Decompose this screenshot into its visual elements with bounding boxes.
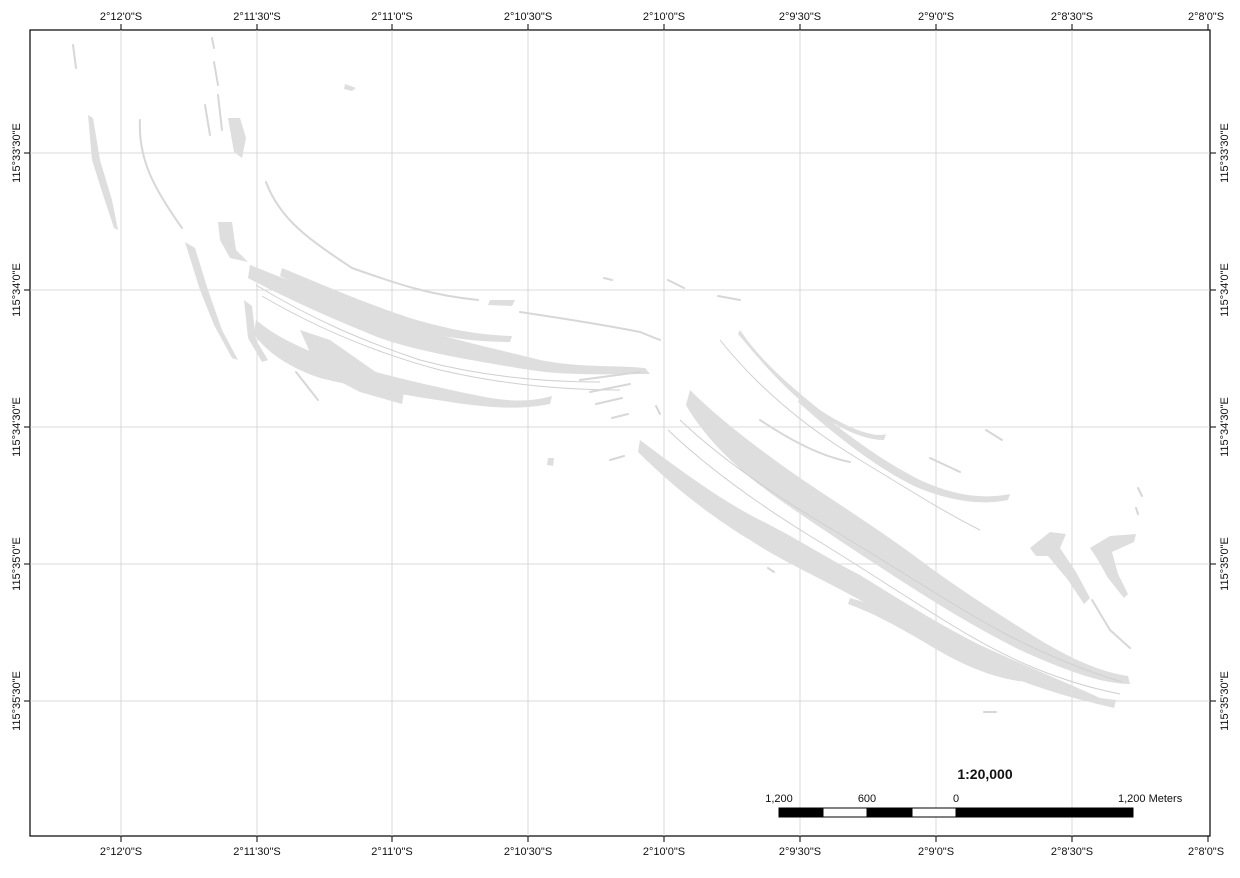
top-label: 2°10'0"S	[643, 11, 685, 23]
feature-line	[295, 371, 319, 401]
feature-line	[72, 44, 77, 69]
bottom-label: 2°12'0"S	[100, 846, 142, 858]
top-label: 2°11'30"S	[233, 11, 281, 23]
top-label: 2°9'30"S	[779, 11, 821, 23]
feature-strip	[848, 598, 1030, 682]
scale-bar: 1:20,000 1,200 600 0 1,200 Meters	[765, 766, 1183, 818]
feature-line	[717, 295, 741, 301]
left-label: 115°34'0"E	[11, 263, 23, 317]
bottom-label: 2°11'0"S	[371, 846, 412, 858]
left-label: 115°34'30"E	[11, 397, 23, 457]
feature-line	[1135, 507, 1139, 515]
feature-patch	[218, 222, 248, 262]
feature-line	[667, 429, 1121, 695]
feature-line	[679, 419, 1123, 683]
scale-segment	[822, 807, 868, 818]
feature-line	[255, 284, 601, 383]
feature-band	[280, 268, 512, 342]
right-label: 115°34'30"E	[1219, 397, 1231, 457]
scale-segment	[955, 807, 1134, 818]
feature-strip	[185, 242, 238, 360]
feature-patch	[1030, 532, 1090, 604]
feature-line	[719, 339, 981, 531]
feature-line	[211, 37, 215, 49]
graticule	[30, 30, 1210, 836]
scale-segment	[866, 807, 913, 818]
left-label: 115°35'0"E	[11, 537, 23, 591]
right-label: 115°33'30"E	[1219, 123, 1231, 183]
map-frame	[29, 29, 1211, 837]
left-label: 115°35'30"E	[11, 671, 23, 731]
top-label: 2°9'0"S	[918, 11, 954, 23]
feature-line	[217, 94, 223, 131]
feature-line	[655, 405, 661, 415]
frame-ticks	[24, 24, 1216, 842]
feature-line	[595, 397, 623, 405]
feature-line	[213, 61, 219, 86]
top-label: 2°12'0"S	[100, 11, 142, 23]
feature-line	[579, 371, 641, 381]
left-coordinate-labels: 115°33'30"E 115°34'0"E 115°34'30"E 115°3…	[11, 123, 23, 731]
feature-band	[254, 320, 552, 408]
feature-line	[609, 455, 625, 461]
scale-label: 600	[858, 793, 876, 805]
top-label: 2°8'30"S	[1051, 11, 1093, 23]
feature-patch	[344, 84, 356, 91]
bottom-label: 2°8'30"S	[1051, 846, 1093, 858]
scale-segment	[778, 807, 824, 818]
feature-patch	[488, 300, 515, 306]
top-coordinate-labels: 2°12'0"S 2°11'30"S 2°11'0"S 2°10'30"S 2°…	[100, 11, 1224, 23]
terrain-features	[72, 37, 1143, 713]
bottom-label: 2°9'0"S	[918, 846, 954, 858]
bottom-label: 2°8'0"S	[1188, 846, 1224, 858]
bottom-label: 2°10'0"S	[643, 846, 685, 858]
right-coordinate-labels: 115°33'30"E 115°34'0"E 115°34'30"E 115°3…	[1219, 123, 1231, 731]
feature-line	[767, 567, 775, 573]
feature-line	[1137, 487, 1143, 497]
scale-ratio: 1:20,000	[957, 766, 1012, 782]
feature-line	[138, 119, 183, 229]
feature-line	[204, 104, 211, 136]
feature-line	[611, 413, 629, 419]
right-label: 115°35'30"E	[1219, 671, 1231, 731]
feature-strip	[88, 115, 118, 230]
left-label: 115°33'30"E	[11, 123, 23, 183]
feature-line	[929, 457, 961, 473]
top-label: 2°10'30"S	[504, 11, 552, 23]
bottom-label: 2°11'30"S	[233, 846, 281, 858]
top-label: 2°8'0"S	[1188, 11, 1224, 23]
feature-line	[351, 267, 479, 301]
feature-line	[261, 295, 621, 391]
scale-segment	[911, 807, 957, 818]
top-label: 2°11'0"S	[371, 11, 412, 23]
scale-label: 0	[953, 793, 959, 805]
feature-line	[519, 311, 661, 341]
feature-patch	[300, 330, 404, 404]
feature-line	[589, 383, 631, 393]
bottom-coordinate-labels: 2°12'0"S 2°11'30"S 2°11'0"S 2°10'30"S 2°…	[100, 846, 1224, 858]
feature-strip	[244, 300, 268, 362]
feature-line	[265, 181, 353, 269]
feature-line	[1091, 599, 1131, 649]
bottom-label: 2°10'30"S	[504, 846, 552, 858]
feature-band	[248, 265, 650, 375]
feature-patch	[547, 458, 554, 466]
right-label: 115°35'0"E	[1219, 537, 1231, 591]
scale-label: 1,200	[765, 793, 793, 805]
feature-line	[759, 419, 851, 463]
feature-patch	[1090, 534, 1136, 598]
bottom-label: 2°9'30"S	[779, 846, 821, 858]
feature-line	[667, 279, 685, 289]
scale-label: 1,200 Meters	[1118, 793, 1183, 805]
feature-patch	[228, 118, 246, 158]
right-label: 115°34'0"E	[1219, 263, 1231, 317]
feature-line	[603, 277, 613, 281]
feature-line	[985, 429, 1003, 441]
